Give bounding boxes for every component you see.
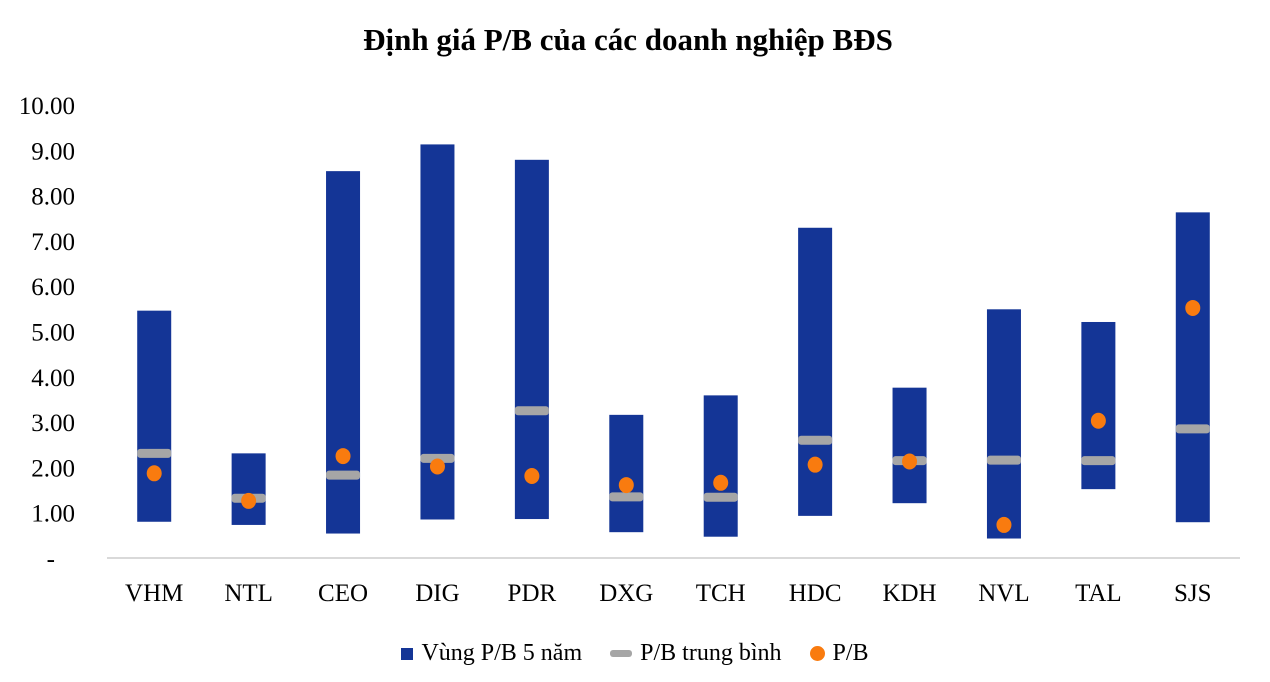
range-bar-vhm [137,310,172,522]
y-tick-label: 2.00 [31,455,75,482]
legend-item-average: P/B trung bình [610,640,782,667]
x-tick-label: HDC [789,580,842,607]
y-tick-label: 7.00 [31,229,75,256]
legend-item-pb: P/B [809,640,869,667]
pb-dot-pdr [524,468,540,485]
chart-title: Định giá P/B của các doanh nghiệp BĐS [363,22,893,57]
legend-swatch-pb [809,646,825,661]
legend-swatch-average [610,650,633,657]
y-tick-label: 3.00 [31,410,75,437]
x-tick-label: KDH [882,580,936,607]
range-bar-kdh [892,387,927,504]
average-marker-nvl [986,455,1021,465]
x-tick-label: DXG [599,580,653,607]
chart-plot: - 1.00 2.00 3.00 4.00 5.00 6.00 7.00 8.00 9.00 10.… [19,93,1240,607]
average-marker-dig [420,453,455,463]
pb-dot-ntl [241,492,257,509]
legend-label-range: Vùng P/B 5 năm [421,640,583,666]
range-bar-sjs [1175,212,1210,523]
legend: Vùng P/B 5 năm P/B trung bình P/B [0,640,1270,667]
pb-dot-tal [1090,412,1106,429]
y-tick-label: 9.00 [31,138,75,165]
x-tick-label: VHM [125,580,183,607]
x-tick-label: TCH [696,580,746,607]
legend-swatch-range [401,647,414,660]
pb-dot-nvl [996,516,1012,533]
pb-dot-dig [429,458,445,475]
x-tick-label: NTL [224,580,273,607]
range-bar-nvl [986,309,1021,539]
range-bar-pdr [514,159,549,520]
pb-dot-ceo [335,448,351,465]
average-marker-vhm [137,448,172,458]
average-marker-dxg [609,492,644,502]
x-tick-label: DIG [415,580,459,607]
y-tick-label: 1.00 [31,501,75,528]
legend-label-average: P/B trung bình [640,640,782,666]
range-bar-tch [703,395,738,537]
average-marker-sjs [1175,424,1210,434]
x-tick-label: SJS [1174,580,1212,607]
pb-dot-hdc [807,456,823,473]
average-marker-tal [1081,456,1116,466]
average-marker-tch [703,492,738,502]
y-tick-label: 8.00 [31,184,75,211]
x-tick-label: CEO [318,580,368,607]
legend-label-pb: P/B [832,640,869,666]
y-tick-label: 6.00 [31,274,75,301]
y-tick-label: 5.00 [31,320,75,347]
average-marker-ceo [326,470,361,480]
y-tick-label: 10.00 [19,93,75,120]
average-marker-pdr [514,406,549,416]
range-bar-dxg [609,414,644,533]
y-tick-label: 4.00 [31,365,75,392]
legend-item-range: Vùng P/B 5 năm [401,640,582,667]
pb-dot-vhm [146,465,162,482]
x-tick-label: PDR [508,580,557,607]
x-tick-label: NVL [978,580,1029,607]
average-marker-hdc [798,435,833,445]
pb-dot-kdh [902,453,918,470]
pb-dot-dxg [618,477,634,494]
x-tick-label: TAL [1075,580,1122,607]
y-tick-label: - [47,546,55,573]
range-bar-ntl [231,453,266,525]
pb-dot-sjs [1185,299,1201,316]
pb-dot-tch [713,474,729,491]
